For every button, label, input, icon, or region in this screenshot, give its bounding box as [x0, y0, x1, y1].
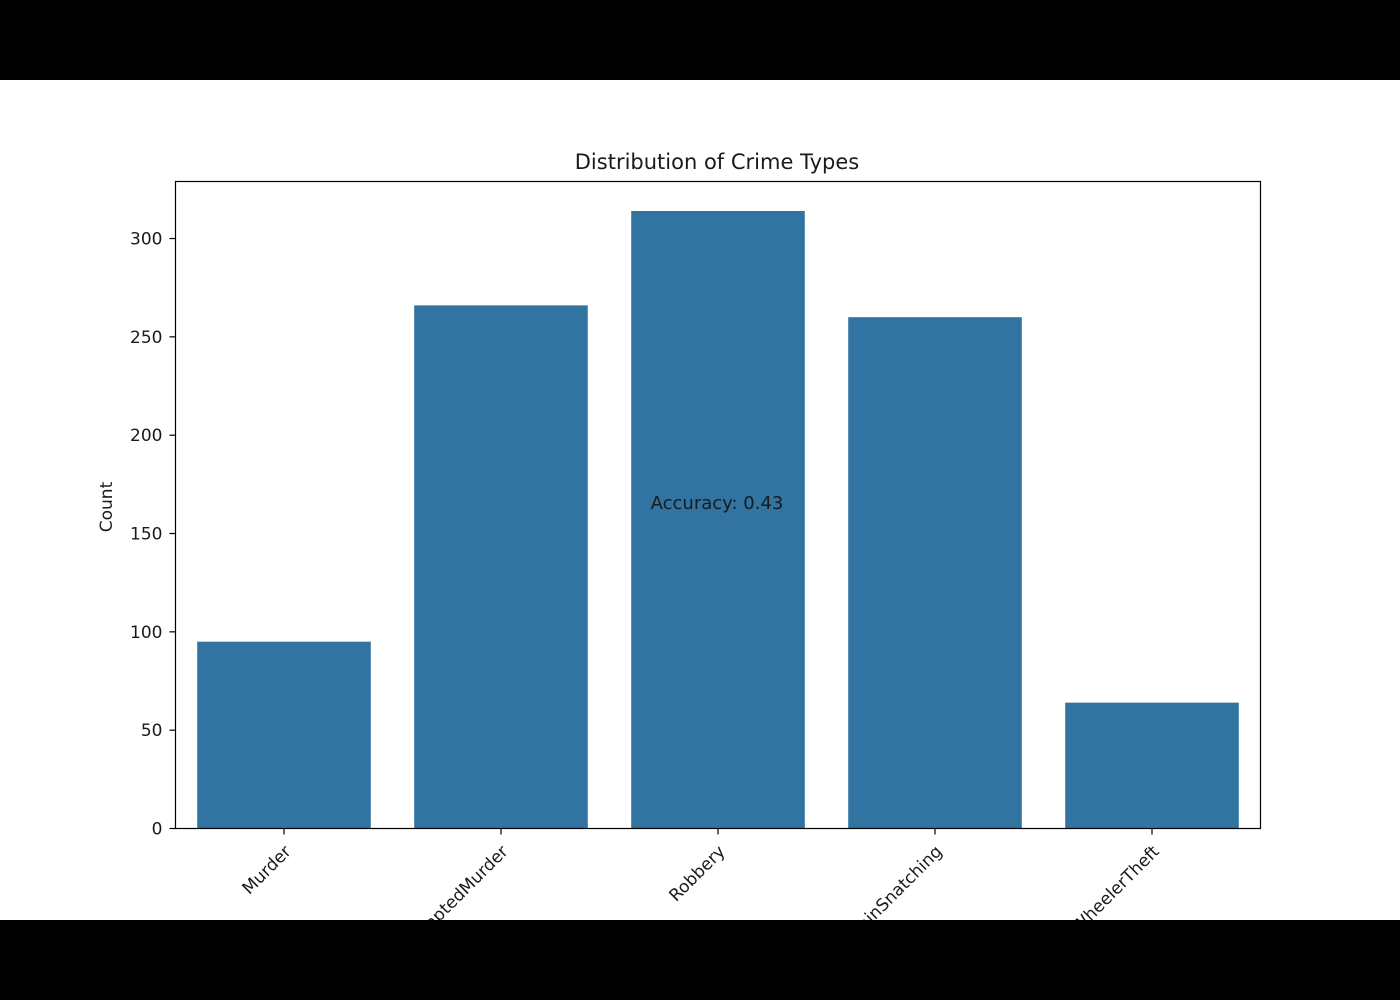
x-tick-label-murder: Murder [239, 842, 296, 899]
y-tick-label-300: 300 [130, 230, 162, 250]
y-axis-ticks: 0 50 100 150 200 250 300 [130, 230, 176, 840]
y-tick-label-50: 50 [141, 721, 163, 741]
plot-frame [174, 180, 1262, 830]
bar-robbery [631, 210, 805, 829]
x-tick-label-twowheelertheft: TwoWheelerTheft [1045, 842, 1164, 920]
x-axis-ticks: Murder AttemptedMurder Robbery ChainSnatchi… [239, 828, 1164, 920]
y-axis-label: Count [97, 481, 117, 532]
y-tick-label-100: 100 [130, 623, 162, 643]
y-tick-label-200: 200 [130, 426, 162, 446]
x-tick-label-attemptedmurder: AttemptedMurder [392, 842, 513, 920]
bar-twowheelertheft [1065, 702, 1239, 829]
y-tick-label-0: 0 [152, 820, 163, 840]
y-tick-label-250: 250 [130, 328, 162, 348]
chart-title: Distribution of Crime Types [575, 150, 859, 174]
bar-murder [197, 641, 371, 829]
y-tick-label-150: 150 [130, 525, 162, 545]
accuracy-annotation: Accuracy: 0.43 [651, 493, 784, 514]
bars-group [197, 210, 1239, 829]
x-tick-label-robbery: Robbery [666, 842, 730, 906]
bar-attemptedmurder [414, 305, 588, 829]
figure-canvas: Distribution of Crime Types Count 0 50 100… [0, 80, 1400, 920]
bar-chart: Distribution of Crime Types Count 0 50 100… [97, 150, 1262, 920]
bar-chainsnatching [848, 317, 1022, 829]
x-tick-label-chainsnatching: ChainSnatching [838, 842, 947, 920]
